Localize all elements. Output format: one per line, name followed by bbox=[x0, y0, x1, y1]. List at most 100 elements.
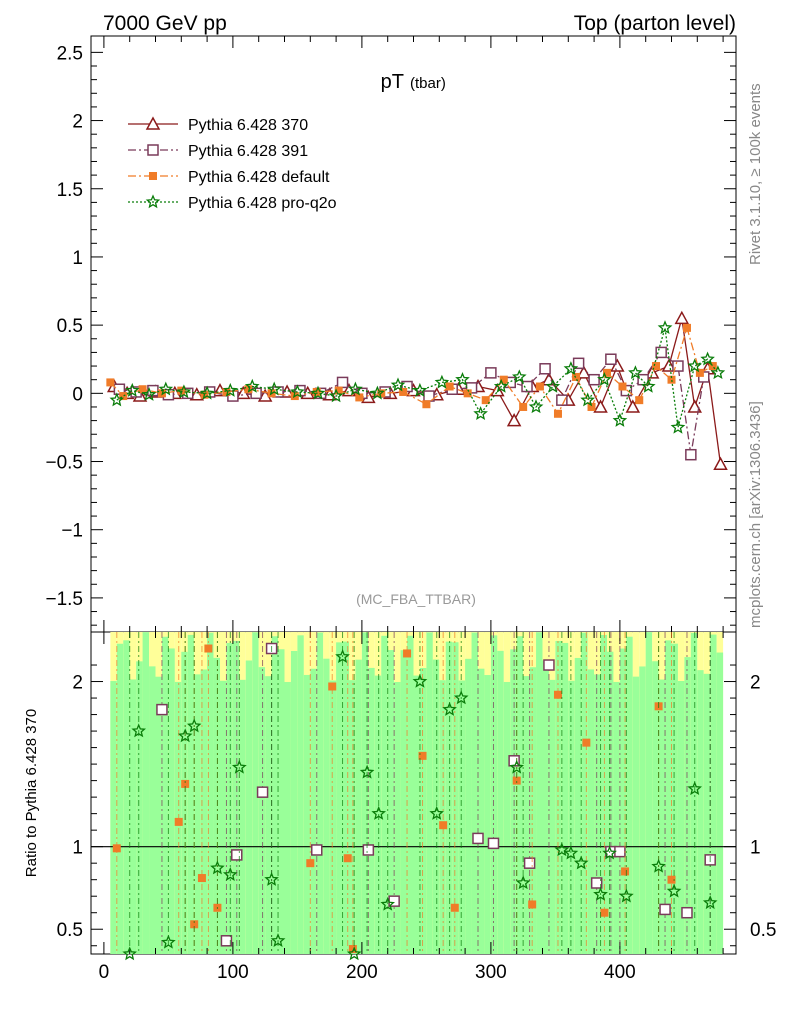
legend-entry: Pythia 6.428 370 bbox=[128, 116, 308, 134]
green-band bbox=[516, 636, 524, 954]
data-point bbox=[158, 381, 174, 396]
green-band bbox=[697, 670, 704, 954]
green-band bbox=[368, 667, 375, 954]
data-point bbox=[603, 368, 611, 377]
data-point bbox=[355, 393, 364, 402]
data-point bbox=[618, 382, 627, 391]
series-3 bbox=[109, 320, 726, 434]
ratio-point bbox=[306, 859, 315, 868]
ratio-y-tick-label-right: 2 bbox=[750, 673, 761, 694]
x-tick-label: 300 bbox=[475, 962, 507, 983]
data-point bbox=[455, 372, 470, 386]
data-point bbox=[667, 375, 676, 384]
data-point bbox=[674, 310, 690, 325]
green-band bbox=[213, 657, 220, 954]
data-point bbox=[390, 377, 406, 392]
green-band bbox=[200, 669, 208, 954]
ratio-axis-ticks: 0.5 0.5 1 1 2 2 0 100 200 300 400 bbox=[57, 632, 776, 983]
ratio-point bbox=[131, 723, 147, 738]
green-band bbox=[632, 676, 640, 954]
ratio-point bbox=[681, 906, 693, 919]
data-point bbox=[177, 386, 186, 395]
green-band bbox=[419, 668, 427, 954]
green-band bbox=[568, 680, 575, 954]
ratio-point bbox=[472, 832, 484, 845]
green-band bbox=[290, 650, 298, 954]
ratio-point bbox=[359, 764, 375, 779]
data-point bbox=[612, 412, 628, 427]
green-band bbox=[232, 640, 240, 954]
ratio-point bbox=[512, 776, 521, 785]
ratio-point bbox=[593, 886, 608, 901]
green-band bbox=[400, 650, 408, 954]
data-point bbox=[687, 399, 702, 413]
green-band bbox=[613, 681, 620, 954]
data-point bbox=[539, 363, 551, 375]
main-title: pT bbox=[381, 71, 404, 93]
ratio-point bbox=[311, 844, 323, 856]
ratio-point bbox=[122, 946, 138, 961]
data-point bbox=[141, 386, 157, 401]
green-band bbox=[258, 667, 266, 954]
data-point bbox=[336, 376, 349, 389]
data-point bbox=[499, 375, 508, 384]
legend-marker bbox=[147, 144, 159, 156]
ratio-point bbox=[210, 860, 225, 875]
data-point bbox=[506, 413, 522, 427]
ratio-y-tick-label-right: 1 bbox=[750, 838, 761, 859]
legend-marker bbox=[145, 194, 161, 209]
ratio-point bbox=[348, 945, 357, 954]
data-point bbox=[244, 378, 260, 393]
mcplots-label: mcplots.cern.ch [arXiv:1306.3436] bbox=[747, 401, 764, 628]
ratio-point bbox=[256, 786, 269, 798]
ratio-point bbox=[328, 682, 337, 691]
ratio-point bbox=[418, 751, 427, 760]
ratio-point bbox=[453, 690, 469, 705]
data-point bbox=[348, 381, 363, 396]
green-band bbox=[136, 661, 143, 954]
green-band bbox=[465, 658, 472, 954]
green-band bbox=[123, 640, 130, 954]
legend-label: Pythia 6.428 370 bbox=[188, 117, 308, 134]
data-point bbox=[481, 396, 490, 405]
y-tick-label: −1 bbox=[61, 521, 83, 542]
green-band bbox=[665, 640, 672, 954]
green-band bbox=[323, 658, 330, 954]
green-band bbox=[542, 660, 549, 954]
green-band bbox=[716, 652, 724, 954]
green-band bbox=[413, 675, 420, 954]
green-band bbox=[245, 660, 253, 954]
legend-label: Pythia 6.428 391 bbox=[188, 143, 308, 160]
ratio-point bbox=[553, 690, 562, 699]
green-band bbox=[490, 635, 498, 954]
data-point bbox=[545, 378, 561, 393]
analysis-watermark: (MC_FBA_TTBAR) bbox=[356, 591, 476, 607]
data-point bbox=[635, 396, 644, 405]
data-point bbox=[572, 357, 585, 370]
ratio-point bbox=[523, 857, 536, 869]
green-band bbox=[271, 636, 279, 954]
green-band bbox=[658, 679, 666, 954]
green-band bbox=[329, 680, 337, 954]
ratio-y-tick-label-right: 0.5 bbox=[750, 920, 776, 941]
green-band bbox=[149, 666, 156, 954]
green-band bbox=[581, 632, 588, 954]
ratio-point bbox=[702, 895, 718, 910]
data-point bbox=[493, 378, 509, 393]
ratio-point bbox=[509, 759, 525, 774]
data-point bbox=[628, 365, 643, 380]
header-right: Top (parton level) bbox=[574, 12, 736, 35]
ratio-point bbox=[487, 837, 500, 850]
ratio-y-tick-label: 1 bbox=[72, 838, 83, 859]
green-band bbox=[161, 636, 169, 954]
green-band bbox=[129, 679, 137, 954]
data-point bbox=[511, 369, 527, 384]
main-title-sub: (tbar) bbox=[410, 75, 446, 92]
data-point bbox=[556, 394, 568, 406]
ratio-point bbox=[659, 903, 671, 916]
ratio-point bbox=[190, 920, 199, 929]
green-band bbox=[265, 676, 272, 954]
legend-entry: Pythia 6.428 pro-q2o bbox=[128, 194, 337, 212]
green-band bbox=[452, 642, 459, 954]
green-band bbox=[303, 674, 311, 954]
